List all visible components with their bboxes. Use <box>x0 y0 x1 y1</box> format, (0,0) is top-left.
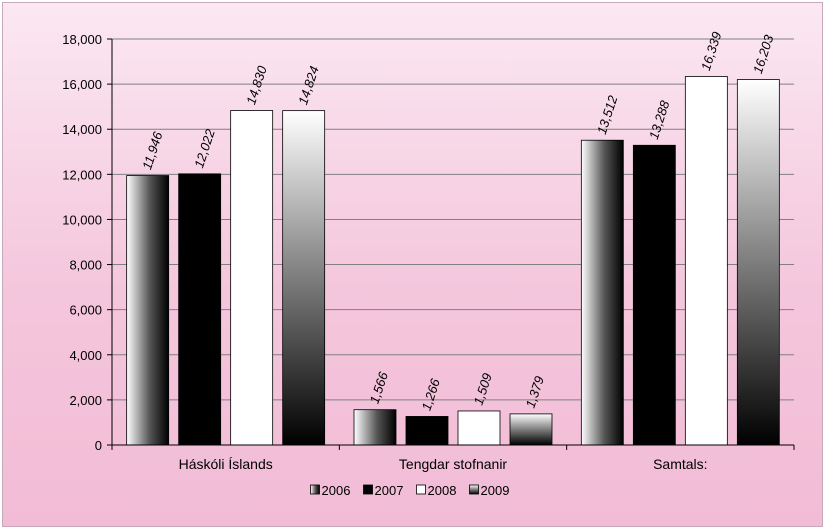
data-label: 12,022 <box>191 127 218 170</box>
x-tick-label: Samtals: <box>653 456 707 472</box>
bar-2009 <box>509 413 553 446</box>
bar-2007 <box>405 416 449 446</box>
y-tick-label: 18,000 <box>62 32 102 47</box>
bar-2009 <box>282 110 326 446</box>
legend-label: 2006 <box>322 483 351 498</box>
bar-2008 <box>230 110 274 446</box>
y-tick-label: 8,000 <box>69 258 102 273</box>
y-axis: 0 2,000 4,000 6,000 8,000 10,000 12,000 14,000 1… <box>62 32 113 453</box>
legend-swatch-2009 <box>469 484 479 495</box>
data-label: 13,288 <box>646 98 673 141</box>
data-label: 14,824 <box>295 64 322 106</box>
y-tick-label: 2,000 <box>69 393 102 408</box>
data-label: 14,830 <box>243 63 270 106</box>
bar-2007 <box>632 144 676 446</box>
y-tick-label: 16,000 <box>62 77 102 92</box>
data-label: 16,339 <box>698 30 725 72</box>
data-label: 1,379 <box>523 374 547 410</box>
y-tick-label: 14,000 <box>62 122 102 137</box>
legend-swatch-2006 <box>310 484 320 495</box>
y-tick-label: 6,000 <box>69 303 102 318</box>
legend-label: 2009 <box>481 483 510 498</box>
x-tick-label: Háskóli Íslands <box>179 456 273 472</box>
y-tick-label: 10,000 <box>62 212 102 227</box>
bar-2006 <box>580 139 624 446</box>
legend-label: 2008 <box>428 483 457 498</box>
data-label: 11,946 <box>139 129 165 171</box>
x-axis: Háskóli Íslands Tengdar stofnanir Samtals: <box>111 444 795 472</box>
y-tick-label: 0 <box>95 438 102 453</box>
legend-label: 2007 <box>375 483 404 498</box>
legend: 2006 2007 2008 2009 <box>310 483 510 498</box>
bar-2007 <box>178 173 222 446</box>
y-tick-label: 4,000 <box>69 348 102 363</box>
legend-swatch-2007 <box>363 484 373 495</box>
bar-2006 <box>126 175 170 446</box>
y-tick-label: 12,000 <box>62 167 102 182</box>
bar-2008 <box>684 76 728 446</box>
legend-swatch-2008 <box>416 484 426 495</box>
bar-2006 <box>353 409 397 446</box>
x-tick-label: Tengdar stofnanir <box>399 456 508 472</box>
data-label: 1,266 <box>419 376 444 412</box>
bar-2009 <box>736 79 780 446</box>
bar-2008 <box>457 410 501 446</box>
data-label: 1,509 <box>471 371 495 407</box>
bars <box>126 76 780 446</box>
